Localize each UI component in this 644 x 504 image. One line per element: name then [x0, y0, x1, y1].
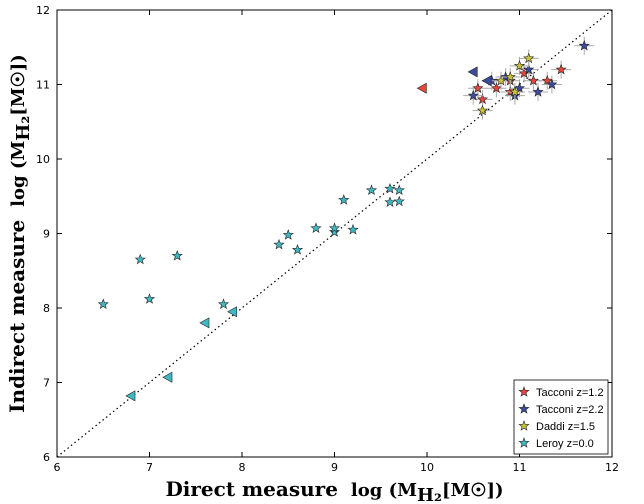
upper-limit-marker — [467, 66, 478, 78]
upper-limit-marker — [199, 317, 210, 329]
y-tick-label: 6 — [43, 451, 50, 464]
y-tick-label: 7 — [43, 377, 50, 390]
legend-label: Tacconi z=2.2 — [536, 404, 604, 416]
data-point — [384, 196, 396, 207]
series-leroy-z-0-0 — [97, 182, 405, 310]
upper-limit-marker — [162, 371, 173, 383]
legend-marker — [518, 386, 530, 397]
x-tick-label: 10 — [420, 461, 434, 474]
data-point — [143, 293, 156, 304]
data-point — [134, 253, 146, 265]
legend-label: Tacconi z=1.2 — [536, 387, 604, 399]
data-point — [523, 63, 535, 75]
data-point — [393, 195, 405, 207]
y-axis-label: Indirect measure log (MH₂[M☉]) — [5, 54, 34, 413]
y-tick-label: 9 — [43, 228, 50, 241]
data-point — [523, 52, 535, 64]
x-axis-label-tail: [M☉]) — [442, 480, 504, 501]
data-point — [310, 222, 322, 234]
data-point — [97, 298, 109, 310]
series-daddi-z-1-5 — [472, 49, 539, 120]
y-tick-label: 11 — [36, 79, 50, 92]
legend-box — [513, 379, 609, 455]
data-point — [532, 86, 544, 97]
data-point — [328, 226, 341, 237]
data-point — [328, 222, 341, 234]
data-point — [509, 86, 521, 97]
x-axis-label-text: Direct measure — [165, 477, 338, 501]
data-point — [338, 194, 350, 205]
upper-limit-marker — [416, 82, 427, 94]
data-point — [291, 244, 304, 255]
y-axis-label-text: Indirect measure — [5, 220, 29, 413]
x-axis-label-sub: H₂ — [417, 485, 442, 504]
x-tick-label: 6 — [54, 461, 61, 474]
x-tick-label: 7 — [146, 461, 153, 474]
y-tick-label: 10 — [36, 153, 50, 166]
legend-marker — [518, 403, 530, 414]
x-tick-label: 8 — [239, 461, 246, 474]
data-point — [171, 249, 183, 261]
legend-label: Daddi z=1.5 — [536, 421, 595, 433]
x-axis-label: Direct measure log (MH₂[M☉]) — [165, 477, 503, 504]
legend-marker — [518, 420, 530, 431]
data-point — [527, 74, 539, 86]
y-tick-label: 12 — [36, 4, 50, 17]
y-axis-label-tail: [M☉]) — [8, 54, 29, 116]
x-tick-label: 11 — [513, 461, 527, 474]
axis-ticks: 6 7 8 9 10 11 12 6 7 8 9 10 11 12 — [36, 4, 619, 474]
data-point — [513, 60, 526, 71]
legend: Tacconi z=1.2 Tacconi z=2.2 Daddi z=1.5 Ler… — [513, 379, 609, 455]
data-point — [282, 229, 294, 240]
data-point — [578, 39, 590, 51]
y-axis-label-sub: H₂ — [13, 116, 34, 141]
x-tick-label: 9 — [331, 461, 338, 474]
y-axis-label-math: log (M — [8, 141, 29, 207]
upper-limit-marker — [125, 390, 136, 402]
legend-marker — [518, 437, 530, 448]
x-tick-label: 12 — [605, 461, 619, 474]
x-axis-label-math: log (M — [351, 480, 417, 501]
y-tick-label: 8 — [43, 302, 50, 315]
data-points — [97, 36, 595, 402]
upper-limit-marker — [227, 306, 238, 318]
data-point — [347, 223, 359, 235]
legend-label: Leroy z=0.0 — [536, 438, 594, 450]
data-point — [393, 184, 405, 196]
data-point — [384, 182, 396, 194]
upper-limit-marker — [481, 75, 492, 87]
data-point — [504, 71, 516, 82]
data-point — [472, 82, 484, 93]
data-point — [476, 93, 489, 105]
data-point — [273, 238, 285, 250]
data-point — [365, 184, 378, 196]
data-point — [546, 78, 558, 90]
data-point — [217, 298, 230, 310]
data-point — [555, 63, 567, 75]
data-point — [467, 89, 479, 101]
data-point — [490, 82, 502, 93]
data-point — [476, 104, 489, 116]
data-point — [495, 74, 507, 86]
